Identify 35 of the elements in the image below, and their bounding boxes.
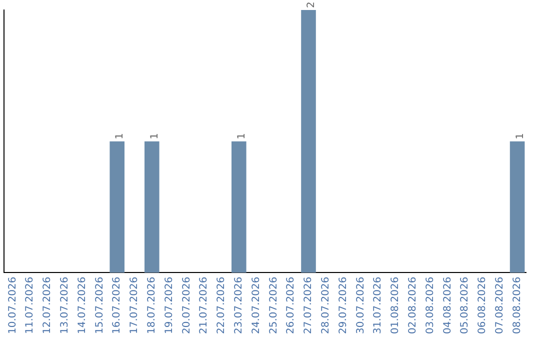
x-tick-label: 08.08.2026 [512,276,523,334]
x-tick-label: 29.07.2026 [338,276,349,334]
x-tick-label: 19.07.2026 [164,276,175,334]
x-tick-label: 24.07.2026 [250,276,262,334]
x-tick-label: 27.07.2026 [303,276,314,334]
x-tick-label: 22.07.2026 [216,276,228,334]
x-tick-label: 12.07.2026 [42,276,54,334]
x-tick-label: 11.07.2026 [24,276,36,334]
x-tick-label: 31.07.2026 [372,276,384,334]
x-tick-label: 30.07.2026 [355,276,366,334]
x-tick-label: 26.07.2026 [286,276,297,334]
x-tick-label: 20.07.2026 [181,276,192,334]
x-tick-label: 17.07.2026 [129,276,140,334]
x-tick-label: 07.08.2026 [494,276,506,334]
x-tick-label: 14.07.2026 [76,276,88,334]
data-label: 2 [306,2,318,8]
data-label: 1 [114,132,126,140]
x-tick-label: 10.07.2026 [7,276,18,334]
data-label: 1 [149,132,160,140]
data-label: 1 [236,132,248,140]
x-tick-label: 02.08.2026 [407,276,418,334]
x-tick-label: 05.08.2026 [460,276,471,334]
x-tick-label: 23.07.2026 [233,276,244,334]
x-tick-label: 18.07.2026 [146,276,158,334]
x-tick-label: 16.07.2026 [112,276,123,334]
x-tick-label: 03.08.2026 [424,276,436,334]
x-tick-label: 15.07.2026 [94,276,106,334]
x-tick-label: 25.07.2026 [268,276,280,334]
x-tick-label: 01.08.2026 [390,276,402,334]
data-label: 1 [514,132,526,140]
x-tick-label: 06.08.2026 [477,276,488,334]
x-tick-label: 13.07.2026 [59,276,70,334]
x-tick-label: 28.07.2026 [320,276,332,334]
x-tick-label: 21.07.2026 [198,276,210,334]
x-tick-label: 04.08.2026 [442,276,454,334]
